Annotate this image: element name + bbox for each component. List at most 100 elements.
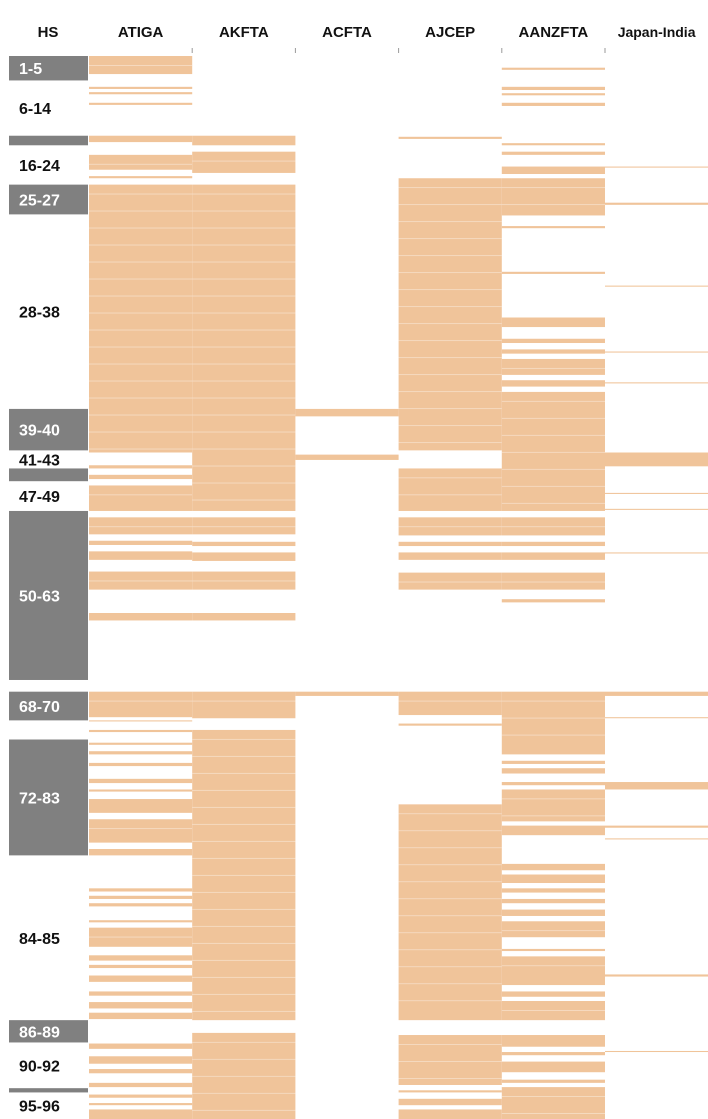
coverage-cell <box>398 468 502 511</box>
coverage-cell <box>398 552 502 560</box>
coverage-cell <box>89 819 193 843</box>
tariff-line-stripe <box>398 477 502 479</box>
tariff-line-stripe <box>398 221 502 223</box>
column-header-akfta: AKFTA <box>219 24 269 41</box>
column-tick-marks <box>191 48 606 53</box>
tariff-line-stripe <box>398 949 502 951</box>
tariff-line-stripe <box>89 227 193 229</box>
coverage-cell <box>605 782 708 790</box>
hs-group-band <box>9 468 88 482</box>
tariff-line-stripe <box>501 451 605 453</box>
tariff-line-stripe <box>398 932 502 934</box>
coverage-cell <box>89 176 193 179</box>
coverage-cell <box>501 338 605 344</box>
tariff-line-stripe <box>192 448 296 450</box>
tariff-line-stripe <box>89 244 193 246</box>
coverage-cell <box>501 86 605 91</box>
coverage-cell <box>89 789 193 792</box>
coverage-cell <box>192 541 296 547</box>
tariff-line-stripe <box>192 874 296 876</box>
hs-group-column: 1-5 6-14 16-24 25-27 28-38 39-40 41-43 47-49 50-… <box>9 56 88 1116</box>
coverage-cell <box>501 921 605 938</box>
tariff-line-stripe <box>89 580 193 582</box>
tariff-line-stripe <box>398 255 502 257</box>
coverage-cell <box>501 948 605 952</box>
tariff-line-stripe <box>398 847 502 849</box>
coverage-cell <box>89 927 193 947</box>
tariff-line-stripe <box>192 891 296 893</box>
coverage-cell <box>501 1035 605 1047</box>
tariff-line-stripe <box>192 840 296 842</box>
tariff-line-stripe <box>192 329 296 331</box>
coverage-cell <box>192 571 296 590</box>
hs-group-band-1-5 <box>9 56 88 81</box>
coverage-cell <box>89 517 193 535</box>
coverage-cell <box>501 178 605 216</box>
coverage-cell <box>605 382 708 384</box>
tariff-line-stripe <box>501 485 605 487</box>
coverage-cell <box>89 56 193 75</box>
column-header-row: HS ATIGA AKFTA ACFTA AJCEP AANZFTA Japan-Indi… <box>38 24 696 41</box>
coverage-cell <box>605 717 708 719</box>
tariff-line-stripe <box>398 864 502 866</box>
tariff-line-stripe <box>501 930 605 932</box>
coverage-cell <box>605 825 708 828</box>
coverage-cell <box>501 825 605 836</box>
coverage-cell <box>501 226 605 229</box>
tariff-line-stripe <box>398 204 502 206</box>
tariff-line-stripe <box>192 363 296 365</box>
coverage-cell <box>398 572 502 590</box>
coverage-cell <box>398 1035 502 1085</box>
tariff-line-stripe <box>501 1010 605 1011</box>
coverage-cell <box>398 1090 502 1093</box>
tariff-line-stripe <box>192 499 296 501</box>
tariff-line-stripe <box>192 976 296 978</box>
coverage-cell <box>89 485 193 511</box>
coverage-cell <box>89 1094 193 1098</box>
tariff-line-stripe <box>192 193 296 195</box>
coverage-cell <box>501 909 605 916</box>
tariff-line-stripe <box>398 340 502 342</box>
hs-group-label-95-96: 95-96 <box>19 1099 60 1116</box>
tariff-line-stripe <box>192 959 296 961</box>
column-header-aanzfta: AANZFTA <box>519 24 589 41</box>
coverage-cell <box>501 102 605 106</box>
tariff-line-stripe <box>501 815 605 817</box>
coverage-cell <box>89 1082 193 1088</box>
tariff-line-stripe <box>89 936 193 938</box>
tariff-line-stripe <box>398 1061 502 1062</box>
tariff-line-stripe <box>192 823 296 825</box>
hs-group-label-90-92: 90-92 <box>19 1058 60 1075</box>
tariff-line-stripe <box>192 346 296 348</box>
tariff-line-stripe <box>89 329 193 331</box>
hs-group-band-68-70 <box>9 691 88 721</box>
tariff-line-stripe <box>501 502 605 504</box>
tariff-line-stripe <box>398 306 502 308</box>
coverage-cell <box>605 285 708 287</box>
hs-group-band-72-83 <box>9 739 88 856</box>
coverage-cell <box>89 184 193 453</box>
coverage-cell <box>89 720 193 722</box>
tariff-line-stripe <box>501 1113 605 1114</box>
coverage-cell <box>501 380 605 387</box>
tariff-line-stripe <box>192 160 296 162</box>
coverage-cell <box>501 863 605 871</box>
coverage-cell <box>501 1052 605 1056</box>
coverage-cell <box>605 452 708 467</box>
coverage-cell <box>192 613 296 621</box>
coverage-cell <box>605 351 708 353</box>
coverage-cell <box>605 202 708 205</box>
coverage-cell <box>89 751 193 755</box>
tariff-line-stripe <box>192 806 296 808</box>
coverage-cell <box>501 1001 605 1021</box>
tariff-line-stripe <box>192 482 296 484</box>
hs-group-label-86-89: 86-89 <box>19 1024 60 1041</box>
coverage-cell <box>501 874 605 884</box>
coverage-cell <box>501 391 605 511</box>
tariff-line-stripe <box>398 966 502 968</box>
coverage-cell <box>89 86 193 89</box>
coverage-cell <box>501 691 605 755</box>
coverage-cell <box>192 517 296 535</box>
tariff-line-stripe <box>501 468 605 470</box>
tariff-line-stripe <box>501 526 605 528</box>
